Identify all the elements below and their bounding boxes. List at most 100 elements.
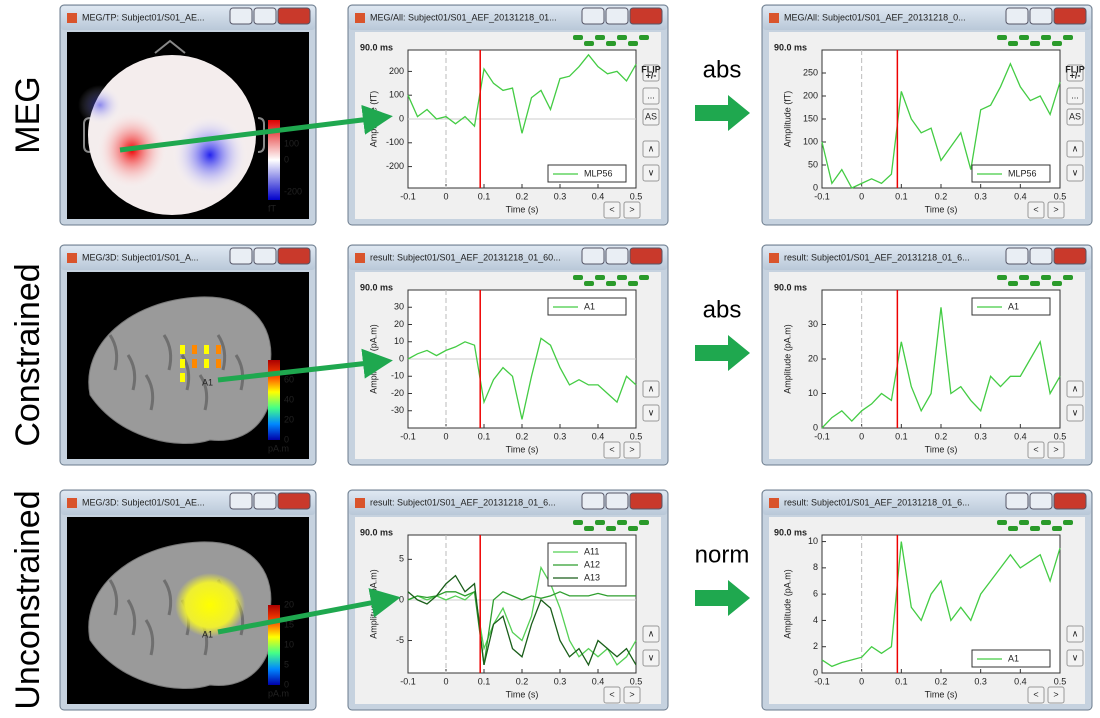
signal-line bbox=[407, 337, 637, 420]
tool-button[interactable] bbox=[642, 649, 660, 667]
tool-button[interactable] bbox=[603, 441, 621, 459]
row-label: Constrained bbox=[9, 263, 47, 446]
event-marker bbox=[1063, 35, 1073, 40]
tool-button[interactable] bbox=[1066, 87, 1084, 105]
tool-button[interactable] bbox=[623, 441, 641, 459]
event-marker bbox=[1030, 526, 1040, 531]
tool-button[interactable] bbox=[1047, 441, 1065, 459]
window-button[interactable] bbox=[229, 7, 253, 25]
tool-button[interactable] bbox=[1066, 164, 1084, 182]
legend bbox=[971, 297, 1051, 316]
event-marker bbox=[628, 526, 638, 531]
button-label: ∨ bbox=[1072, 167, 1079, 177]
cursor-label: 90.0 ms bbox=[774, 42, 807, 52]
tool-button[interactable] bbox=[642, 625, 660, 643]
close-button[interactable] bbox=[629, 7, 663, 25]
x-tick-label: -0.1 bbox=[814, 676, 830, 686]
window-button[interactable] bbox=[605, 247, 629, 265]
button-label: < bbox=[609, 689, 614, 699]
tool-button[interactable] bbox=[1066, 380, 1084, 398]
close-button[interactable] bbox=[277, 7, 311, 25]
event-marker bbox=[617, 520, 627, 525]
close-button[interactable] bbox=[277, 247, 311, 265]
tool-button[interactable] bbox=[1066, 625, 1084, 643]
window-button[interactable] bbox=[253, 492, 277, 510]
row-label: MEG bbox=[9, 76, 47, 153]
activation bbox=[216, 359, 221, 368]
tool-button[interactable] bbox=[642, 108, 660, 126]
tool-button[interactable] bbox=[642, 404, 660, 422]
tool-button[interactable] bbox=[1047, 686, 1065, 704]
window-button[interactable] bbox=[581, 7, 605, 25]
window-button[interactable] bbox=[605, 492, 629, 510]
window-button[interactable] bbox=[1029, 492, 1053, 510]
window-title: result: Subject01/S01_AEF_20131218_01_6.… bbox=[784, 252, 970, 262]
sulcus bbox=[126, 599, 137, 636]
link-arrow bbox=[217, 348, 393, 383]
button-label: ∧ bbox=[648, 143, 655, 153]
window-button[interactable] bbox=[581, 247, 605, 265]
event-marker bbox=[639, 520, 649, 525]
event-marker bbox=[573, 520, 583, 525]
legend-label: A13 bbox=[584, 572, 600, 582]
tool-button[interactable] bbox=[642, 164, 660, 182]
window-button[interactable] bbox=[605, 7, 629, 25]
x-axis-label: Time (s) bbox=[925, 689, 958, 699]
operation-label: abs bbox=[703, 56, 742, 83]
button-label: +/- bbox=[646, 70, 657, 80]
x-tick-label: 0.4 bbox=[592, 676, 605, 686]
sulcus bbox=[126, 354, 137, 391]
x-tick-label: 0.3 bbox=[974, 431, 987, 441]
legend-label: A12 bbox=[584, 559, 600, 569]
tool-button[interactable] bbox=[1066, 64, 1084, 82]
event-marker bbox=[1030, 41, 1040, 46]
window-button[interactable] bbox=[1005, 7, 1029, 25]
window-button[interactable] bbox=[581, 492, 605, 510]
tool-button[interactable] bbox=[642, 380, 660, 398]
window-button[interactable] bbox=[1029, 247, 1053, 265]
y-axis-label: Amplitude (pA.m) bbox=[368, 324, 378, 394]
event-marker bbox=[639, 35, 649, 40]
tool-button[interactable] bbox=[1066, 404, 1084, 422]
x-tick-label: 0.3 bbox=[974, 676, 987, 686]
tool-button[interactable] bbox=[603, 201, 621, 219]
tool-button[interactable] bbox=[642, 140, 660, 158]
window-icon bbox=[67, 253, 77, 263]
x-tick-label: 0 bbox=[443, 431, 448, 441]
tool-button[interactable] bbox=[642, 64, 660, 82]
close-button[interactable] bbox=[1053, 492, 1087, 510]
tool-button[interactable] bbox=[623, 686, 641, 704]
x-tick-label: 0.2 bbox=[935, 676, 948, 686]
tool-button[interactable] bbox=[623, 201, 641, 219]
legend-label: MLP56 bbox=[584, 168, 613, 178]
event-marker bbox=[595, 275, 605, 280]
tool-button[interactable] bbox=[1027, 686, 1045, 704]
x-tick-label: 0.2 bbox=[516, 676, 529, 686]
window-button[interactable] bbox=[1029, 7, 1053, 25]
tool-button[interactable] bbox=[1066, 108, 1084, 126]
signal-line bbox=[407, 565, 637, 666]
tool-button[interactable] bbox=[1066, 140, 1084, 158]
sulcus bbox=[108, 579, 119, 616]
window-button[interactable] bbox=[253, 7, 277, 25]
window-button[interactable] bbox=[229, 492, 253, 510]
sulcus bbox=[108, 334, 119, 371]
tool-button[interactable] bbox=[603, 686, 621, 704]
window-button[interactable] bbox=[253, 247, 277, 265]
window-button[interactable] bbox=[1005, 492, 1029, 510]
tool-button[interactable] bbox=[642, 87, 660, 105]
tool-button[interactable] bbox=[1027, 201, 1045, 219]
button-label: < bbox=[1033, 204, 1038, 214]
close-button[interactable] bbox=[277, 492, 311, 510]
window-button[interactable] bbox=[1005, 247, 1029, 265]
tool-button[interactable] bbox=[1066, 649, 1084, 667]
x-tick-label: 0 bbox=[443, 676, 448, 686]
operation-arrow bbox=[695, 335, 750, 371]
close-button[interactable] bbox=[629, 492, 663, 510]
close-button[interactable] bbox=[1053, 7, 1087, 25]
tool-button[interactable] bbox=[1047, 201, 1065, 219]
tool-button[interactable] bbox=[1027, 441, 1045, 459]
close-button[interactable] bbox=[1053, 247, 1087, 265]
window-button[interactable] bbox=[229, 247, 253, 265]
close-button[interactable] bbox=[629, 247, 663, 265]
